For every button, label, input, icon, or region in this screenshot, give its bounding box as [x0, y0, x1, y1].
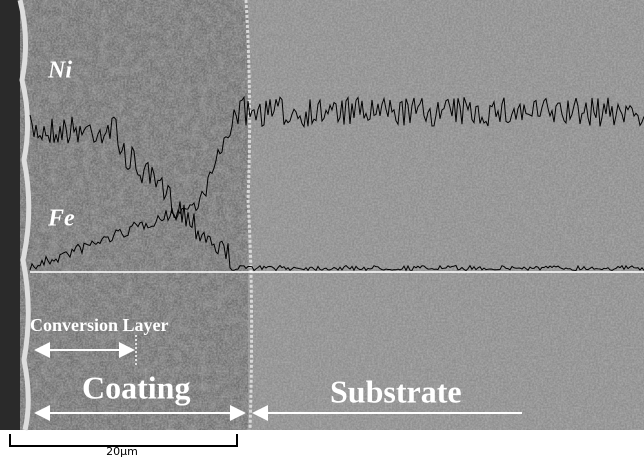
scale-bar-label: 20µm: [106, 445, 138, 458]
edge-dark: [0, 0, 20, 430]
edge-bright: [17, 0, 32, 431]
conversion-layer-label: Conversion Layer: [30, 315, 169, 335]
coating-label: Coating: [82, 369, 190, 405]
ni-label: Ni: [47, 58, 72, 84]
fe-label: Fe: [47, 206, 75, 232]
substrate-label: Substrate: [330, 373, 462, 409]
texture-fine: [0, 0, 644, 430]
fe-trace: [29, 95, 644, 271]
scale-bar: [9, 434, 238, 447]
interface-line: [244, 0, 254, 431]
ni-trace: [29, 114, 644, 272]
